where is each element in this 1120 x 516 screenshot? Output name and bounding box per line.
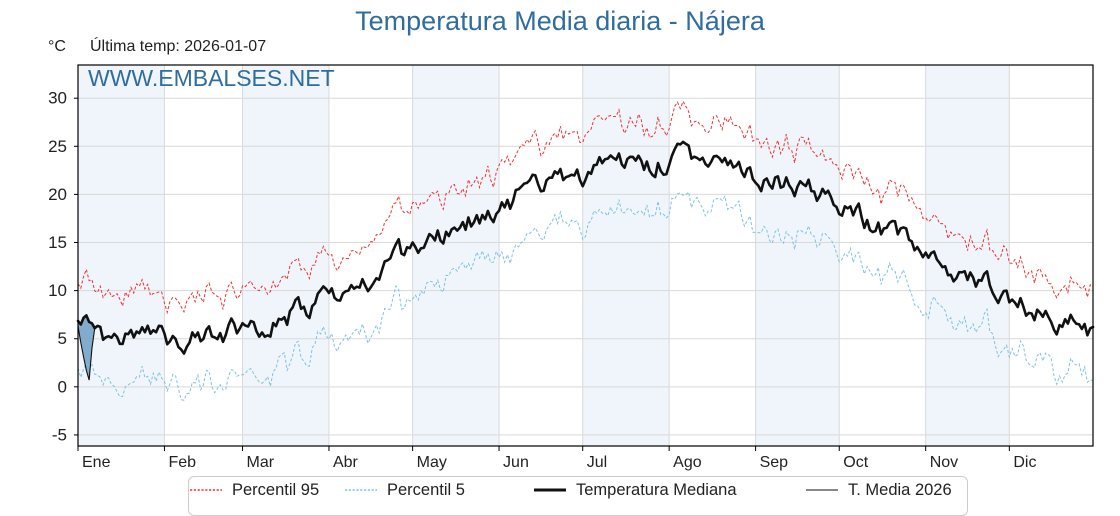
svg-text:Ene: Ene <box>82 454 111 471</box>
svg-text:Sep: Sep <box>760 454 789 471</box>
svg-text:Feb: Feb <box>168 454 196 471</box>
svg-text:Nov: Nov <box>930 454 958 471</box>
svg-text:Jun: Jun <box>503 454 529 471</box>
svg-text:Jul: Jul <box>587 454 607 471</box>
svg-text:-5: -5 <box>52 425 67 444</box>
svg-text:Ago: Ago <box>673 454 702 471</box>
svg-text:30: 30 <box>48 89 67 108</box>
svg-text:May: May <box>417 454 447 471</box>
svg-text:15: 15 <box>48 233 67 252</box>
svg-text:5: 5 <box>58 329 67 348</box>
svg-text:Dic: Dic <box>1013 454 1036 471</box>
svg-text:20: 20 <box>48 185 67 204</box>
svg-text:0: 0 <box>58 377 67 396</box>
svg-text:10: 10 <box>48 281 67 300</box>
svg-text:Oct: Oct <box>843 454 868 471</box>
svg-text:25: 25 <box>48 137 67 156</box>
svg-text:Abr: Abr <box>333 454 359 471</box>
svg-text:Mar: Mar <box>247 454 275 471</box>
